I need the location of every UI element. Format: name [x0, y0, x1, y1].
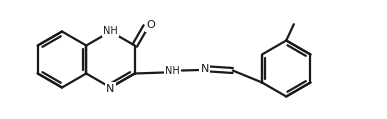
- Text: N: N: [200, 64, 209, 74]
- Text: O: O: [146, 20, 155, 30]
- Text: NH: NH: [103, 27, 118, 37]
- Text: N: N: [106, 84, 115, 94]
- Text: NH: NH: [165, 67, 180, 77]
